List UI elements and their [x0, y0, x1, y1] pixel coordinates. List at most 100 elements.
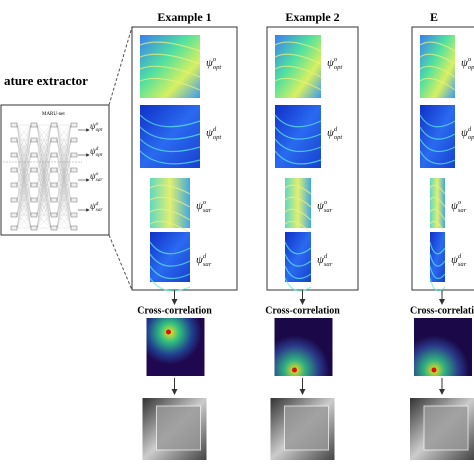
node [10, 167, 18, 173]
node [70, 212, 78, 218]
node [10, 212, 18, 218]
symbol: ψ [196, 200, 203, 212]
subscript: opt [468, 63, 474, 70]
texture [419, 126, 456, 140]
texture [429, 265, 446, 280]
node [10, 197, 18, 203]
edge [36, 154, 52, 229]
texture [274, 126, 322, 140]
edge [36, 124, 52, 201]
texture [139, 114, 201, 128]
edge [56, 184, 72, 229]
node [70, 122, 78, 128]
edge [56, 139, 72, 216]
subscript: opt [213, 133, 222, 140]
edge [36, 124, 52, 141]
texture [419, 114, 456, 128]
edge [16, 214, 32, 229]
symbol: ψ [327, 57, 334, 69]
texture [139, 138, 201, 153]
node [30, 212, 38, 218]
texture [139, 126, 201, 140]
edge [56, 124, 72, 216]
edge [56, 169, 72, 216]
symbol: ψ [90, 121, 96, 131]
texture [139, 65, 201, 78]
feature-label: ψd sar [317, 253, 333, 268]
node [30, 225, 38, 231]
peak [292, 367, 297, 373]
edge [16, 169, 32, 216]
texture [284, 196, 312, 208]
feature-map [150, 232, 190, 282]
symbol: ψ [90, 171, 96, 181]
superscript: d [468, 126, 472, 133]
subscript: opt [334, 133, 343, 140]
edge [16, 124, 32, 216]
edge [16, 154, 32, 216]
edge [56, 124, 72, 186]
edge [16, 184, 32, 229]
texture [274, 150, 322, 165]
edge [36, 214, 52, 229]
edge [36, 124, 52, 171]
texture [139, 53, 201, 65]
feature-label: ψo sar [451, 199, 467, 214]
symbol: ψ [461, 57, 468, 69]
edge [16, 199, 32, 216]
superscript: d [458, 253, 462, 260]
edge [36, 124, 52, 186]
edge [56, 124, 72, 156]
texture [429, 208, 446, 221]
texture [149, 241, 191, 255]
texture [419, 138, 456, 153]
overlay-fg [423, 405, 469, 451]
edge [36, 124, 52, 216]
symbol: ψ [317, 200, 324, 212]
symbol: ψ [206, 127, 213, 139]
symbol: ψ [317, 254, 324, 266]
node [50, 167, 58, 173]
edge [56, 199, 72, 216]
edge [56, 124, 72, 201]
edge [16, 124, 32, 186]
superscript: o [96, 121, 99, 127]
edge [56, 124, 72, 229]
subscript: sar [324, 260, 333, 267]
feature-label: ψd sar [196, 253, 212, 268]
texture [149, 265, 191, 280]
texture [149, 220, 191, 234]
node [50, 137, 58, 143]
node [10, 137, 18, 143]
feature-label: ψd sar [90, 201, 103, 213]
symbol: ψ [451, 254, 458, 266]
node [10, 122, 18, 128]
texture [149, 253, 191, 267]
texture [284, 265, 312, 280]
node [30, 122, 38, 128]
symbol: ψ [451, 200, 458, 212]
node [50, 152, 58, 158]
example-title: Example 1 [157, 10, 211, 24]
edge [36, 184, 52, 229]
texture [274, 41, 322, 52]
edge [36, 124, 52, 229]
texture [429, 277, 446, 292]
superscript: d [96, 201, 99, 207]
example-title: Example 2 [285, 10, 339, 24]
node [70, 167, 78, 173]
edge [16, 124, 32, 171]
superscript: o [334, 56, 338, 63]
texture [274, 53, 322, 65]
edge [36, 124, 52, 156]
node [30, 137, 38, 143]
superscript: d [96, 146, 99, 152]
texture [284, 253, 312, 267]
edge [16, 124, 32, 201]
edge [36, 154, 52, 216]
texture [274, 114, 322, 128]
example-box [411, 26, 474, 291]
heatmap [146, 318, 205, 376]
